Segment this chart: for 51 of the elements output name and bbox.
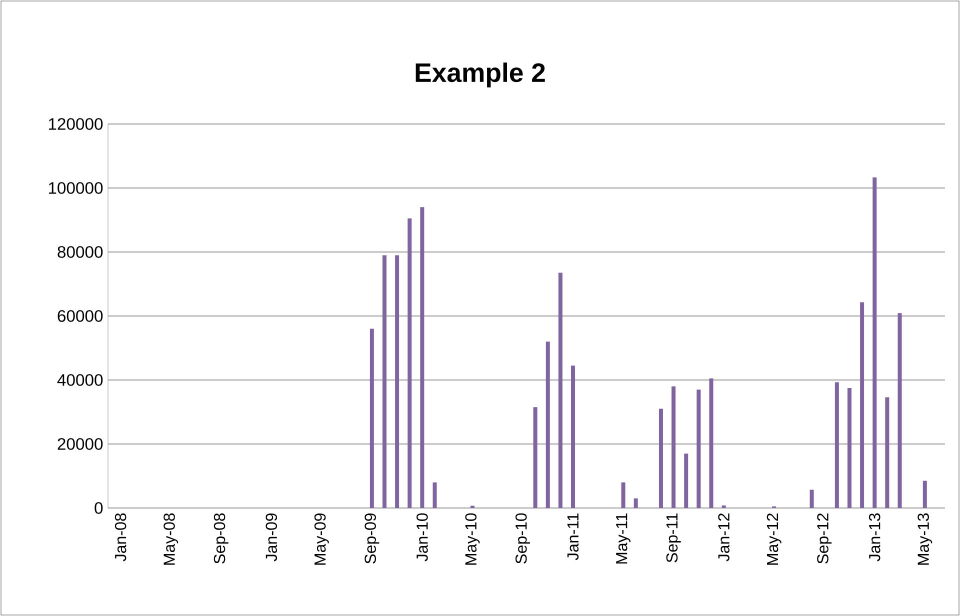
bar <box>885 397 890 508</box>
x-tick-label: Sep-08 <box>214 513 228 564</box>
bar <box>722 505 726 508</box>
y-tick-label: 80000 <box>58 246 103 258</box>
y-tick-label: 60000 <box>58 310 103 322</box>
x-tick-label: Sep-10 <box>515 513 530 564</box>
bar <box>684 454 688 508</box>
bar <box>672 386 676 508</box>
chart-title: Example 2 <box>416 62 545 88</box>
y-tick-label: 20000 <box>58 438 103 450</box>
x-tick-label: May-09 <box>314 513 329 565</box>
bar <box>370 328 374 508</box>
bar <box>898 313 902 508</box>
bar <box>810 490 814 508</box>
bar <box>922 480 927 508</box>
y-tick-label: 0 <box>94 502 103 514</box>
x-tick-label: May-10 <box>465 513 480 565</box>
y-tick-label: 120000 <box>48 118 103 130</box>
bar <box>420 207 424 508</box>
x-tick-label: May-08 <box>164 513 178 565</box>
bar <box>709 378 714 508</box>
x-tick-label: Jan-13 <box>868 513 880 562</box>
x-tick-label: May-11 <box>616 513 630 564</box>
bar <box>834 382 839 508</box>
x-tick-label: May-13 <box>918 513 932 565</box>
bar <box>658 408 663 508</box>
bar <box>546 342 550 508</box>
bar <box>571 366 576 508</box>
x-tick-label: Sep-09 <box>364 513 380 564</box>
bar <box>558 272 562 508</box>
bar <box>634 498 638 508</box>
x-tick-label: May-12 <box>766 514 782 565</box>
bar <box>395 255 400 508</box>
bar <box>432 482 437 508</box>
bar <box>621 482 626 508</box>
bar <box>408 218 412 508</box>
x-tick-label: Jan-11 <box>567 513 579 560</box>
bar <box>533 407 538 508</box>
x-tick-label: Jan-10 <box>416 513 428 562</box>
y-tick-label: 100000 <box>48 182 103 194</box>
bar <box>382 255 386 508</box>
bar <box>847 388 852 508</box>
x-tick-label: Jan-08 <box>114 513 126 562</box>
bar <box>696 390 701 508</box>
x-tick-label: Jan-09 <box>266 513 278 562</box>
x-tick-label: Sep-12 <box>817 514 832 564</box>
bar <box>860 302 864 508</box>
x-tick-label: Sep-11 <box>666 513 681 562</box>
y-tick-label: 40000 <box>57 374 103 386</box>
bar <box>872 177 877 508</box>
x-tick-label: Jan-12 <box>718 514 730 562</box>
